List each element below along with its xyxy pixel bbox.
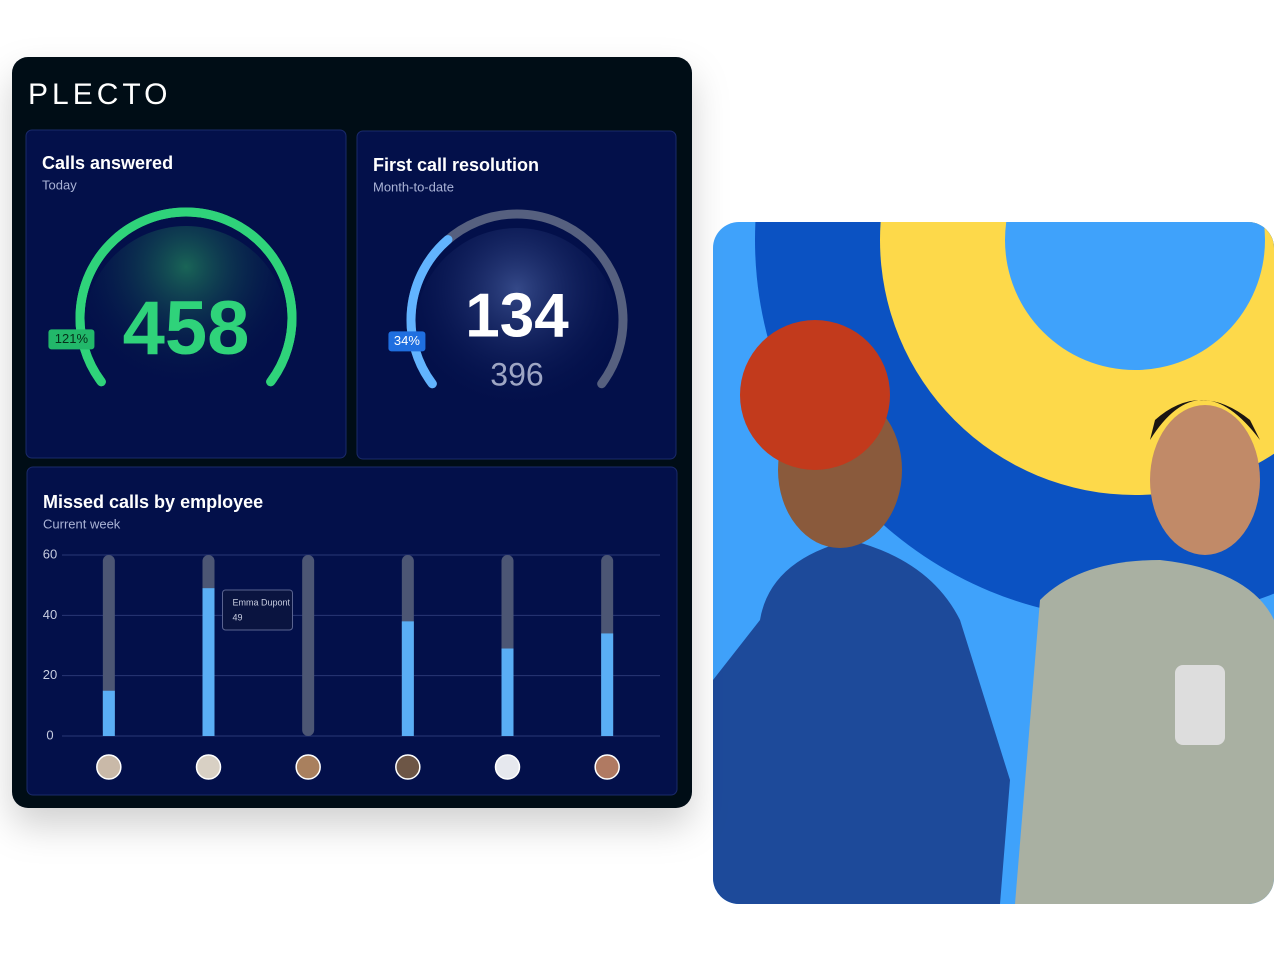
bar <box>601 633 614 736</box>
bar <box>401 621 414 736</box>
gauge-fill <box>75 207 297 387</box>
gauge-glow <box>84 226 288 430</box>
employee-avatar <box>594 754 620 780</box>
percent-badge <box>388 331 426 352</box>
bar <box>202 588 215 736</box>
employee-avatar <box>395 754 421 780</box>
widget-subtitle: Month-to-date <box>373 179 454 194</box>
percent-label: 34% <box>394 333 420 348</box>
y-tick-label: 0 <box>46 727 53 742</box>
tooltip <box>222 589 293 631</box>
bar <box>102 690 115 736</box>
widget-subtitle: Today <box>42 177 77 192</box>
bar <box>501 648 514 736</box>
bar-track <box>302 555 315 736</box>
chart-title: Missed calls by employee <box>43 492 263 512</box>
y-tick-label: 40 <box>43 607 57 622</box>
gauge-fill <box>406 235 453 389</box>
percent-label: 121% <box>55 331 89 346</box>
tooltip-value: 49 <box>233 612 243 622</box>
employee-avatar <box>494 754 521 780</box>
y-tick-label: 60 <box>43 546 57 561</box>
widget-title: First call resolution <box>373 155 539 175</box>
gauge-value: 134 <box>465 281 569 350</box>
y-tick-label: 20 <box>43 667 57 682</box>
logo: PLECTO <box>28 78 172 111</box>
employee-avatar <box>295 754 321 780</box>
photo <box>713 222 1274 904</box>
gauge-target: 396 <box>490 356 543 392</box>
gauge-value: 458 <box>123 286 250 371</box>
percent-badge <box>48 329 95 350</box>
gauge-glow <box>415 228 619 432</box>
widget-title: Calls answered <box>42 153 173 173</box>
employee-avatar <box>195 754 222 780</box>
tooltip-name: Emma Dupont <box>233 597 291 607</box>
employee-avatar <box>96 754 122 780</box>
widget-panel <box>26 466 678 796</box>
chart-subtitle: Current week <box>43 516 121 531</box>
